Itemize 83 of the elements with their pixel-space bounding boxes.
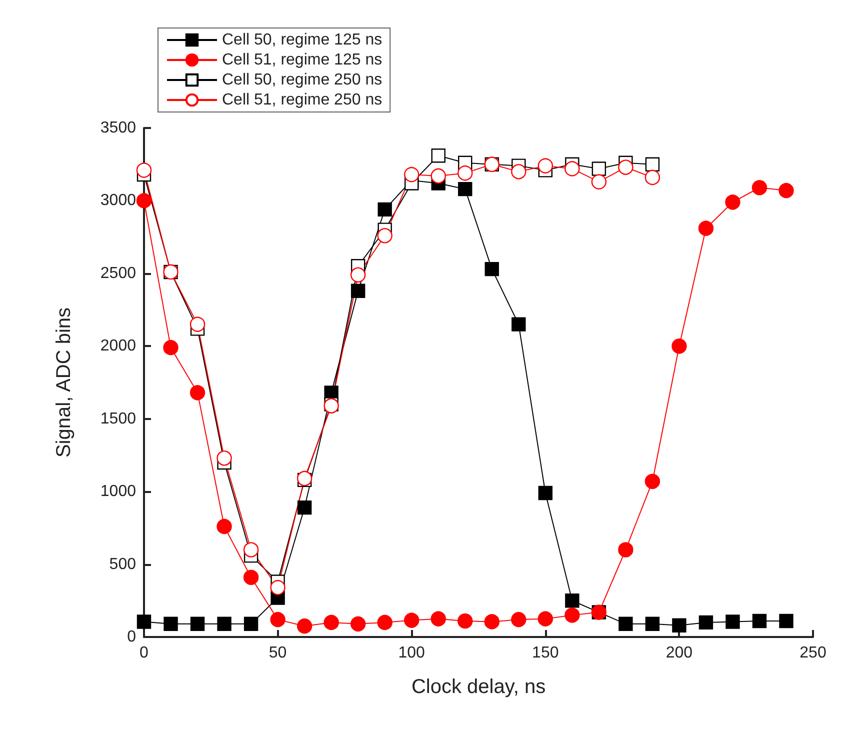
point [644,474,660,489]
x-axis-title: Clock delay, ns [411,676,546,698]
point [538,611,553,626]
point [779,614,794,628]
point [564,608,580,623]
point [164,616,178,632]
x-tick-label: 100 [398,644,426,662]
point [163,340,178,356]
point [243,542,259,558]
point [591,174,607,190]
point [484,614,500,630]
point [512,317,526,332]
point [484,262,499,276]
y-tick-label: 2500 [100,264,136,282]
point [564,161,580,176]
point [377,228,392,244]
x-tick-label: 250 [800,644,826,662]
point [698,220,714,236]
point [778,182,794,198]
point [645,157,660,172]
point [430,168,446,184]
point [458,613,473,629]
point [378,202,392,217]
legend-label: Cell 50, regime 250 ns [222,72,382,88]
point [672,338,687,354]
y-axis-title: Signal, ADC bins [53,307,75,458]
point [216,450,232,466]
point [672,618,686,632]
x-tick-label: 150 [532,644,559,662]
legend-label: Cell 51, regime 250 ns [222,92,382,108]
point [458,182,472,196]
point [644,170,660,186]
point [725,194,740,210]
point [726,614,740,629]
y-tick-label: 500 [109,556,136,573]
point [538,486,552,500]
y-tick-label: 1500 [100,410,136,428]
point [136,614,152,629]
point [618,542,634,558]
point [216,518,232,534]
point [404,166,420,182]
point [377,614,392,630]
point [431,148,446,163]
y-tick-label: 2000 [100,338,136,355]
point [217,616,232,632]
legend-label: Cell 51, regime 125 ns [222,52,382,68]
x-tick-label: 200 [666,644,693,662]
y-tick-label: 3500 [100,120,136,136]
point [190,385,206,400]
point [243,570,259,585]
point [324,614,339,630]
x-tick-label: 0 [140,644,149,662]
point [430,611,446,626]
point [592,162,606,176]
point [297,500,312,515]
point [752,180,768,196]
legend-label: Cell 50, regime 125 ns [222,32,382,48]
point [404,612,420,628]
point [270,580,286,596]
y-tick-label: 0 [127,628,136,646]
point [136,162,152,178]
point [511,164,526,180]
point [190,316,206,332]
x-tick-label: 50 [268,644,287,662]
point [350,267,366,282]
point [565,594,580,608]
point [270,612,286,628]
point [645,616,660,632]
point [458,165,473,181]
y-tick-label: 1000 [100,483,136,500]
point [296,618,312,634]
point [350,616,366,632]
point [350,284,366,298]
y-tick-label: 3000 [100,192,136,210]
point [244,616,258,632]
point [618,160,634,175]
point [698,615,714,630]
point [618,616,633,632]
point [752,614,767,628]
point [190,616,205,632]
point [136,193,152,208]
point [511,612,526,628]
point [538,158,553,174]
